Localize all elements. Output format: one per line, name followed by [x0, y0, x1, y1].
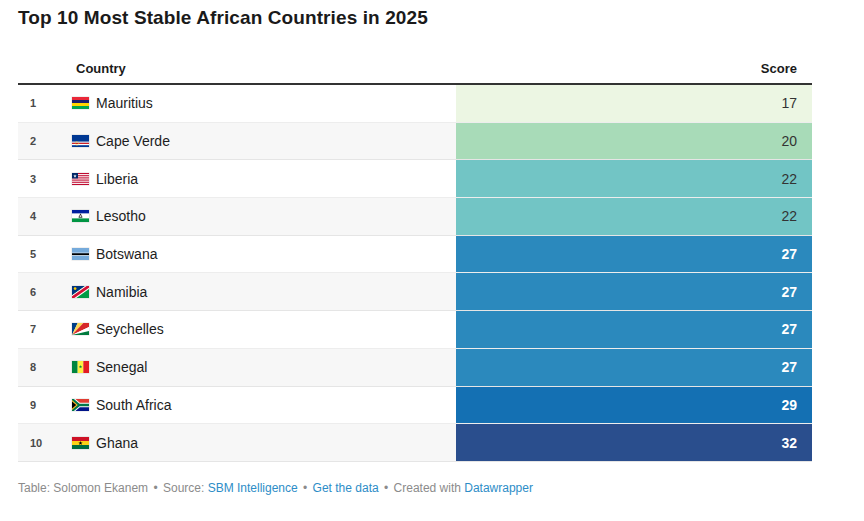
table-row: 7 Seychelles 27	[18, 311, 812, 349]
flag-ghana-icon	[72, 437, 89, 449]
country-column-header: Country	[72, 61, 456, 76]
stability-table: Country Score 1 Mauritius 17 2 Cape Verd…	[18, 55, 812, 462]
created-with-prefix: Created with	[394, 481, 461, 495]
rank-cell: 10	[18, 424, 72, 461]
country-name: Cape Verde	[96, 133, 170, 149]
chart-title: Top 10 Most Stable African Countries in …	[18, 6, 812, 30]
table-row: 9 South Africa 29	[18, 387, 812, 425]
rank-cell: 9	[18, 387, 72, 424]
rank-cell: 4	[18, 198, 72, 235]
country-cell: South Africa	[72, 387, 456, 424]
table-row: 4 Lesotho 22	[18, 198, 812, 236]
score-cell: 20	[456, 123, 812, 160]
rank-cell: 8	[18, 349, 72, 386]
score-cell: 29	[456, 387, 812, 424]
footer-separator: •	[301, 481, 309, 495]
table-row: 10 Ghana 32	[18, 424, 812, 462]
flag-south-africa-icon	[72, 399, 89, 411]
country-name: Namibia	[96, 284, 147, 300]
table-body: 1 Mauritius 17 2 Cape Verde 20 3 Liberia…	[18, 85, 812, 462]
country-name: Botswana	[96, 246, 157, 262]
score-cell: 27	[456, 349, 812, 386]
country-cell: Namibia	[72, 273, 456, 310]
rank-cell: 7	[18, 311, 72, 348]
source-prefix: Source:	[163, 481, 204, 495]
rank-cell: 2	[18, 123, 72, 160]
table-row: 6 Namibia 27	[18, 273, 812, 311]
score-cell: 22	[456, 198, 812, 235]
footer-separator: •	[151, 481, 159, 495]
rank-cell: 6	[18, 273, 72, 310]
get-the-data-link[interactable]: Get the data	[313, 481, 379, 495]
rank-cell: 3	[18, 160, 72, 197]
source-link[interactable]: SBM Intelligence	[208, 481, 298, 495]
flag-botswana-icon	[72, 248, 89, 260]
table-row: 5 Botswana 27	[18, 236, 812, 274]
country-cell: Mauritius	[72, 85, 456, 122]
country-cell: Lesotho	[72, 198, 456, 235]
table-credit: Table: Solomon Ekanem	[18, 481, 148, 495]
score-cell: 27	[456, 311, 812, 348]
datawrapper-table-widget: Top 10 Most Stable African Countries in …	[0, 0, 830, 495]
datawrapper-link[interactable]: Datawrapper	[464, 481, 533, 495]
rank-cell: 1	[18, 85, 72, 122]
country-name: Liberia	[96, 171, 138, 187]
country-name: Lesotho	[96, 208, 146, 224]
country-cell: Liberia	[72, 160, 456, 197]
score-cell: 27	[456, 273, 812, 310]
country-name: Senegal	[96, 359, 147, 375]
flag-cape-verde-icon	[72, 135, 89, 147]
country-name: Seychelles	[96, 321, 164, 337]
flag-liberia-icon	[72, 173, 89, 185]
table-row: 8 Senegal 27	[18, 349, 812, 387]
rank-cell: 5	[18, 236, 72, 273]
score-cell: 17	[456, 85, 812, 122]
score-cell: 32	[456, 424, 812, 461]
flag-mauritius-icon	[72, 97, 89, 109]
country-name: South Africa	[96, 397, 172, 413]
table-row: 3 Liberia 22	[18, 160, 812, 198]
country-cell: Ghana	[72, 424, 456, 461]
country-cell: Botswana	[72, 236, 456, 273]
country-cell: Seychelles	[72, 311, 456, 348]
flag-senegal-icon	[72, 361, 89, 373]
table-row: 1 Mauritius 17	[18, 85, 812, 123]
table-header-row: Country Score	[18, 55, 812, 85]
score-column-header: Score	[456, 61, 812, 76]
score-cell: 27	[456, 236, 812, 273]
country-cell: Cape Verde	[72, 123, 456, 160]
footer-separator: •	[382, 481, 390, 495]
country-cell: Senegal	[72, 349, 456, 386]
attribution-footer: Table: Solomon Ekanem • Source: SBM Inte…	[18, 481, 812, 495]
flag-namibia-icon	[72, 286, 89, 298]
flag-seychelles-icon	[72, 323, 89, 335]
country-name: Mauritius	[96, 95, 153, 111]
score-cell: 22	[456, 160, 812, 197]
flag-lesotho-icon	[72, 210, 89, 222]
table-row: 2 Cape Verde 20	[18, 123, 812, 161]
country-name: Ghana	[96, 435, 138, 451]
